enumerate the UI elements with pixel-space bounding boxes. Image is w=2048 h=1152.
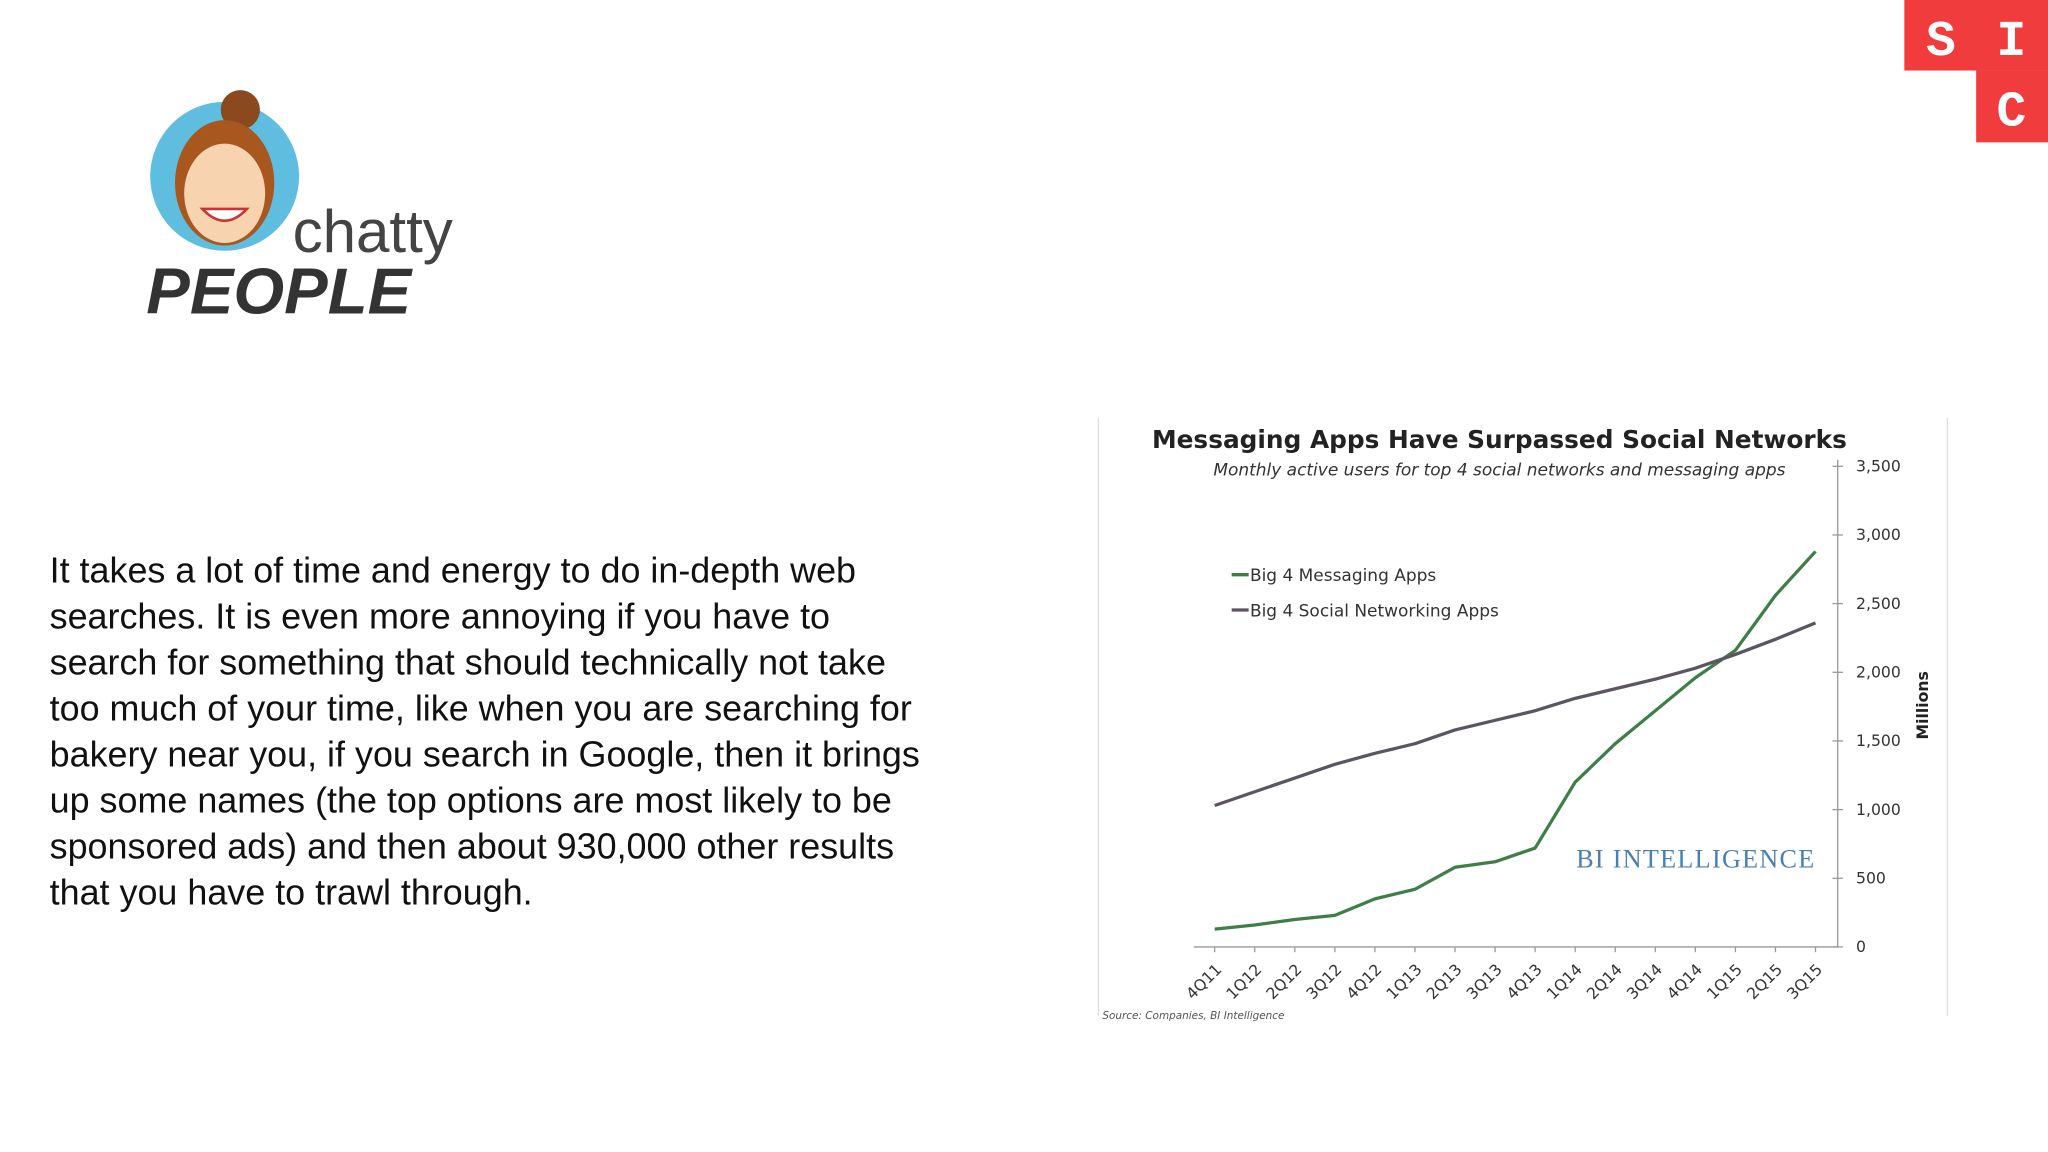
x-tick-label: 3Q15 (1783, 960, 1826, 1003)
x-tick-label: 4Q14 (1663, 960, 1706, 1003)
series-line (1214, 550, 1817, 931)
body-line: bakery near you, if you search in Google… (50, 733, 920, 774)
x-tick-label: 4Q11 (1182, 960, 1225, 1003)
series-line (1214, 621, 1817, 808)
body-line: too much of your time, like when you are… (50, 687, 912, 728)
x-tick-label: 2Q14 (1583, 960, 1626, 1003)
badge-bg (1904, 0, 2048, 71)
badge-letter: C (1997, 84, 2027, 140)
body-line: sponsored ads) and then about 930,000 ot… (50, 825, 894, 866)
body-line: up some names (the top options are most … (50, 779, 892, 820)
logo-hair (220, 90, 260, 130)
chart-subtitle: Monthly active users for top 4 social ne… (1213, 460, 1785, 480)
y-tick-label: 1,000 (1856, 800, 1901, 819)
badge-letter: S (1926, 14, 1956, 70)
chart: Messaging Apps Have Surpassed Social Net… (1097, 417, 1949, 1022)
y-tick-label: 2,000 (1856, 663, 1901, 682)
y-tick-label: 3,000 (1856, 525, 1901, 544)
x-tick-label: 2Q15 (1743, 960, 1786, 1003)
x-tick-label: 2Q12 (1262, 960, 1305, 1003)
x-tick-label: 1Q12 (1222, 960, 1265, 1003)
logo-face (184, 143, 266, 243)
x-tick-label: 4Q12 (1342, 960, 1385, 1003)
x-tick-label: 3Q12 (1302, 960, 1345, 1003)
badge-letter: I (1997, 14, 2027, 70)
y-tick-label: 0 (1856, 937, 1866, 956)
x-tick-label: 3Q13 (1462, 960, 1505, 1003)
source: Source: Companies, BI Intelligence (1102, 1010, 1284, 1022)
x-tick-label: 1Q14 (1543, 960, 1586, 1003)
x-tick-label: 4Q13 (1503, 960, 1546, 1003)
badge-bg (1976, 70, 2048, 143)
x-tick-label: 1Q13 (1382, 960, 1425, 1003)
x-tick-label: 1Q15 (1703, 960, 1746, 1003)
y-tick-label: 500 (1856, 868, 1886, 887)
watermark: BI INTELLIGENCE (1576, 844, 1815, 873)
body-line: searches. It is even more annoying if yo… (50, 596, 830, 637)
body-line: that you have to trawl through. (50, 871, 533, 912)
legend-label: Big 4 Messaging Apps (1250, 566, 1436, 586)
x-tick-label: 2Q13 (1422, 960, 1465, 1003)
chart-title: Messaging Apps Have Surpassed Social Net… (1152, 425, 1847, 454)
logo: chatty PEOPLE (146, 90, 453, 327)
body-line: It takes a lot of time and energy to do … (50, 550, 856, 591)
logo-word: PEOPLE (146, 254, 413, 327)
logo-word: chatty (293, 198, 453, 265)
legend-label: Big 4 Social Networking Apps (1250, 601, 1499, 621)
x-tick-label: 3Q14 (1623, 960, 1666, 1003)
y-axis-label: Millions (1913, 671, 1932, 739)
logo-smile (199, 207, 250, 223)
y-tick-label: 2,500 (1856, 594, 1901, 613)
y-tick-label: 3,500 (1856, 457, 1901, 476)
body-line: search for something that should technic… (50, 641, 886, 682)
y-tick-label: 1,500 (1856, 731, 1901, 750)
body-text: It takes a lot of time and energy to do … (50, 550, 920, 913)
